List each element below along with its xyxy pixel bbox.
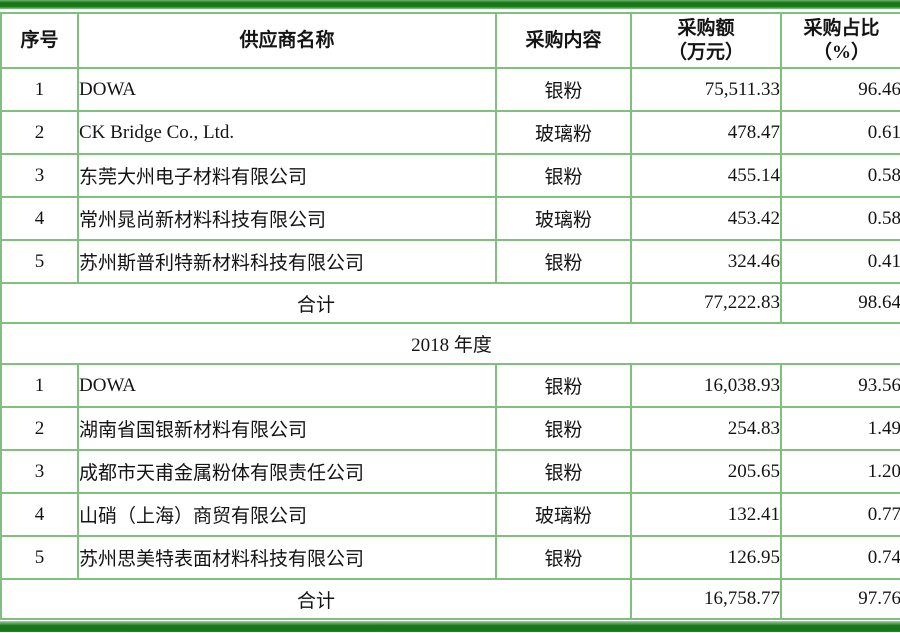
header-amount-line1: 采购额 [677, 17, 735, 39]
total-amount-cell: 16,758.77 [630, 578, 782, 620]
section-title-cell: 2018 年度 [0, 322, 900, 365]
seq-cell: 2 [0, 406, 79, 451]
supplier-cell: 苏州斯普利特新材料科技有限公司 [77, 239, 497, 284]
supplier-cell: 苏州思美特表面材料科技有限公司 [77, 535, 497, 580]
supplier-cell: CK Bridge Co., Ltd. [77, 110, 497, 155]
ratio-cell: 1.49 [780, 406, 900, 451]
seq-cell: 3 [0, 449, 79, 494]
table-row: 1 DOWA 银粉 16,038.93 93.56 [0, 363, 900, 408]
content-cell: 银粉 [495, 239, 632, 284]
amount-cell: 205.65 [630, 449, 782, 494]
amount-cell: 16,038.93 [630, 363, 782, 408]
amount-cell: 455.14 [630, 153, 782, 198]
amount-cell: 478.47 [630, 110, 782, 155]
total-row: 合计 16,758.77 97.76 [0, 578, 900, 620]
ratio-cell: 0.77 [780, 492, 900, 537]
seq-cell: 4 [0, 492, 79, 537]
table-row: 4 山硝（上海）商贸有限公司 玻璃粉 132.41 0.77 [0, 492, 900, 537]
total-ratio-cell: 98.64 [780, 282, 900, 324]
total-amount-cell: 77,222.83 [630, 282, 782, 324]
content-cell: 玻璃粉 [495, 110, 632, 155]
section-title-row: 2018 年度 [0, 322, 900, 365]
header-amount: 采购额 （万元） [630, 12, 782, 69]
ratio-cell: 0.74 [780, 535, 900, 580]
content-cell: 银粉 [495, 406, 632, 451]
amount-cell: 324.46 [630, 239, 782, 284]
supplier-cell: 湖南省国银新材料有限公司 [77, 406, 497, 451]
supplier-cell: 成都市天甫金属粉体有限责任公司 [77, 449, 497, 494]
content-cell: 玻璃粉 [495, 196, 632, 241]
ratio-cell: 0.58 [780, 153, 900, 198]
header-seq: 序号 [0, 12, 79, 69]
total-label-cell: 合计 [0, 578, 632, 620]
supplier-cell: DOWA [77, 363, 497, 408]
ratio-cell: 93.56 [780, 363, 900, 408]
total-row: 合计 77,222.83 98.64 [0, 282, 900, 324]
amount-cell: 132.41 [630, 492, 782, 537]
table-row: 3 成都市天甫金属粉体有限责任公司 银粉 205.65 1.20 [0, 449, 900, 494]
ratio-cell: 1.20 [780, 449, 900, 494]
supplier-procurement-table: 序号 供应商名称 采购内容 采购额 （万元） 采购占比 （%） 1 DOWA 银… [0, 12, 900, 620]
supplier-cell: 东莞大州电子材料有限公司 [77, 153, 497, 198]
amount-cell: 254.83 [630, 406, 782, 451]
amount-cell: 453.42 [630, 196, 782, 241]
supplier-cell: 山硝（上海）商贸有限公司 [77, 492, 497, 537]
header-content: 采购内容 [495, 12, 632, 69]
table-row: 2 CK Bridge Co., Ltd. 玻璃粉 478.47 0.61 [0, 110, 900, 155]
bottom-divider-bar [0, 621, 900, 632]
content-cell: 银粉 [495, 535, 632, 580]
ratio-cell: 96.46 [780, 67, 900, 112]
header-amount-line2: （万元） [667, 41, 744, 63]
supplier-cell: 常州晁尚新材料科技有限公司 [77, 196, 497, 241]
table-header-row: 序号 供应商名称 采购内容 采购额 （万元） 采购占比 （%） [0, 12, 900, 69]
table-row: 4 常州晁尚新材料科技有限公司 玻璃粉 453.42 0.58 [0, 196, 900, 241]
seq-cell: 2 [0, 110, 79, 155]
seq-cell: 3 [0, 153, 79, 198]
header-supplier: 供应商名称 [77, 12, 497, 69]
ratio-cell: 0.58 [780, 196, 900, 241]
content-cell: 银粉 [495, 363, 632, 408]
content-cell: 银粉 [495, 449, 632, 494]
table-row: 5 苏州斯普利特新材料科技有限公司 银粉 324.46 0.41 [0, 239, 900, 284]
table-row: 2 湖南省国银新材料有限公司 银粉 254.83 1.49 [0, 406, 900, 451]
amount-cell: 75,511.33 [630, 67, 782, 112]
content-cell: 玻璃粉 [495, 492, 632, 537]
header-ratio: 采购占比 （%） [780, 12, 900, 69]
table-row: 5 苏州思美特表面材料科技有限公司 银粉 126.95 0.74 [0, 535, 900, 580]
content-cell: 银粉 [495, 153, 632, 198]
seq-cell: 5 [0, 535, 79, 580]
seq-cell: 1 [0, 363, 79, 408]
total-label-cell: 合计 [0, 282, 632, 324]
seq-cell: 1 [0, 67, 79, 112]
table-row: 3 东莞大州电子材料有限公司 银粉 455.14 0.58 [0, 153, 900, 198]
content-cell: 银粉 [495, 67, 632, 112]
amount-cell: 126.95 [630, 535, 782, 580]
ratio-cell: 0.41 [780, 239, 900, 284]
supplier-cell: DOWA [77, 67, 497, 112]
seq-cell: 5 [0, 239, 79, 284]
table-row: 1 DOWA 银粉 75,511.33 96.46 [0, 67, 900, 112]
header-ratio-line1: 采购占比 [803, 17, 880, 39]
seq-cell: 4 [0, 196, 79, 241]
top-divider-bar [0, 0, 900, 9]
header-ratio-line2: （%） [812, 41, 870, 63]
total-ratio-cell: 97.76 [780, 578, 900, 620]
ratio-cell: 0.61 [780, 110, 900, 155]
